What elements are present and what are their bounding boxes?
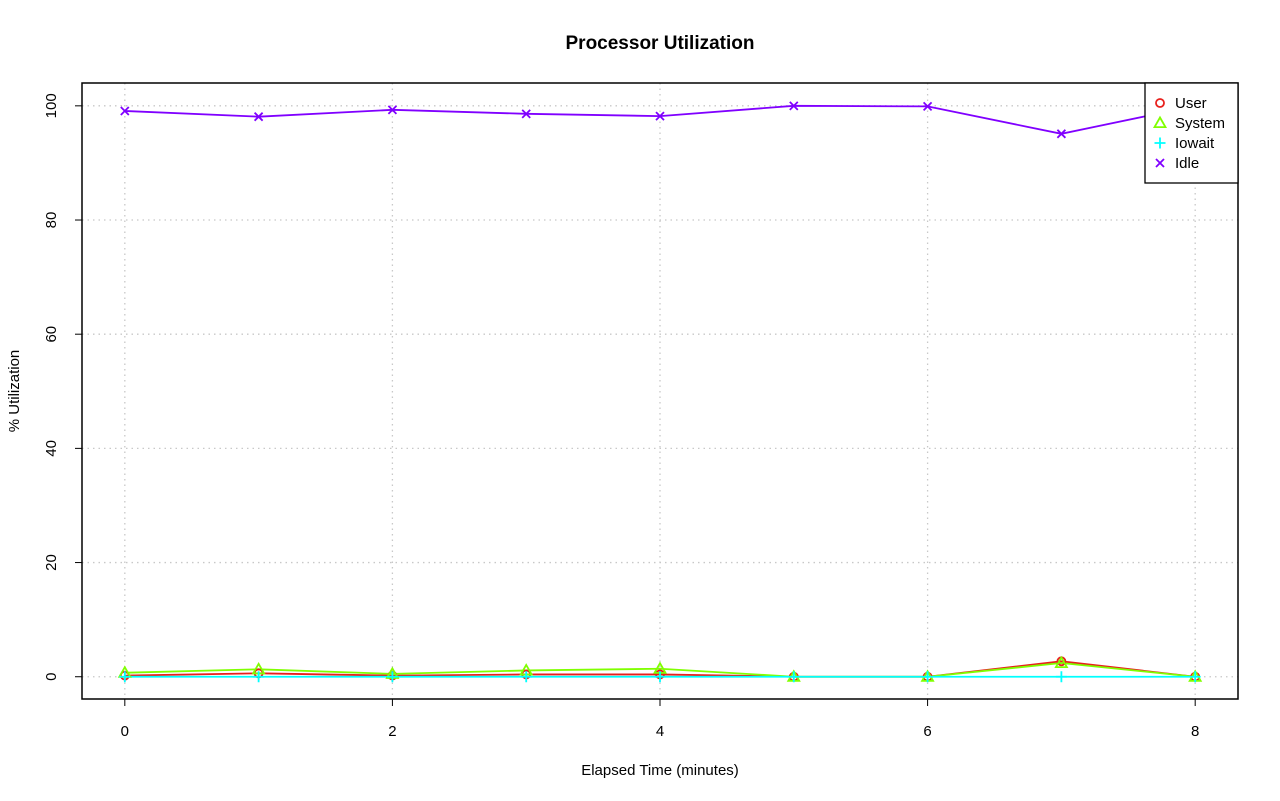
y-axis: 0 20 40 60 80 100 bbox=[43, 93, 83, 681]
data-point-idle bbox=[1056, 129, 1067, 139]
x-tick-label: 6 bbox=[923, 723, 931, 740]
data-point-iowait bbox=[520, 671, 532, 683]
data-point-idle bbox=[922, 101, 933, 112]
x-tick-label: 8 bbox=[1191, 723, 1199, 740]
data-point-iowait bbox=[119, 671, 131, 683]
data-point-iowait bbox=[1055, 671, 1067, 683]
x-axis: 0 2 4 6 8 bbox=[121, 698, 1199, 740]
data-point-iowait bbox=[386, 671, 398, 683]
y-tick-label: 60 bbox=[43, 326, 60, 343]
series-line-idle bbox=[124, 104, 1196, 135]
data-point-idle bbox=[521, 109, 531, 119]
data-point-iowait bbox=[253, 671, 265, 683]
legend-marker-iowait bbox=[1154, 137, 1166, 149]
data-point-idle bbox=[387, 105, 398, 115]
chart-title: Processor Utilization bbox=[566, 33, 755, 54]
legend-marker-idle bbox=[1155, 158, 1165, 168]
y-tick-label: 20 bbox=[43, 554, 60, 571]
grid-lines bbox=[82, 83, 1238, 699]
legend-marker-user bbox=[1155, 98, 1165, 108]
data-point-idle bbox=[655, 111, 665, 121]
data-point-idle bbox=[120, 106, 130, 116]
x-tick-label: 2 bbox=[388, 723, 396, 740]
data-point-iowait bbox=[922, 671, 934, 683]
data-point-idle bbox=[789, 101, 799, 111]
data-point-iowait bbox=[788, 671, 800, 683]
y-axis-label: % Utilization bbox=[6, 350, 23, 433]
data-point-iowait bbox=[654, 671, 666, 683]
legend-label-iowait: Iowait bbox=[1175, 135, 1215, 152]
legend-label-idle: Idle bbox=[1175, 155, 1199, 172]
y-tick-label: 100 bbox=[43, 93, 60, 118]
data-point-iowait bbox=[1189, 671, 1201, 683]
series-line-system bbox=[124, 662, 1196, 678]
x-tick-label: 4 bbox=[656, 723, 664, 740]
x-tick-label: 0 bbox=[121, 723, 129, 740]
y-tick-label: 0 bbox=[43, 673, 60, 681]
data-point-system bbox=[1054, 655, 1069, 669]
x-axis-label: Elapsed Time (minutes) bbox=[581, 762, 739, 779]
y-tick-label: 80 bbox=[43, 212, 60, 229]
legend: User System Iowait Idle bbox=[1144, 82, 1239, 184]
series-markers bbox=[117, 101, 1203, 683]
legend-label-user: User bbox=[1175, 95, 1207, 112]
legend-marker-system bbox=[1152, 115, 1168, 129]
legend-label-system: System bbox=[1175, 115, 1225, 132]
y-tick-label: 40 bbox=[43, 440, 60, 457]
data-point-idle bbox=[253, 112, 264, 122]
